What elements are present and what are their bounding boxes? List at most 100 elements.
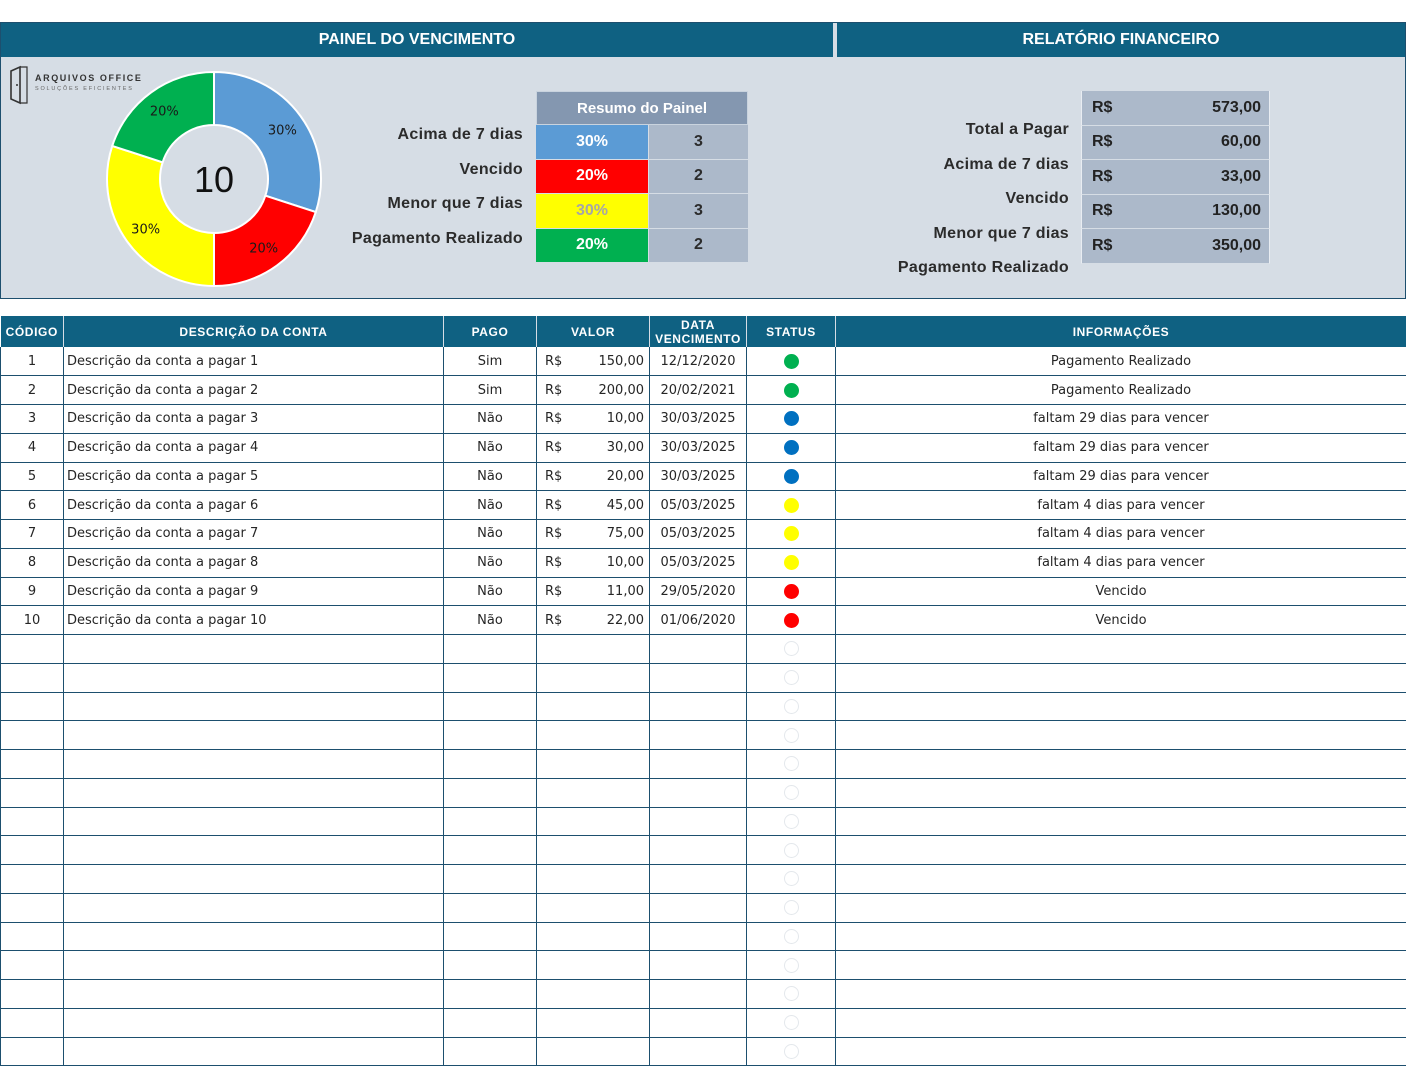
empty-table-row[interactable] (0, 893, 1406, 923)
cell-info[interactable]: Pagamento Realizado (835, 347, 1406, 377)
cell-info[interactable] (835, 720, 1406, 750)
cell-valor[interactable] (536, 1037, 650, 1067)
donut-slice-3[interactable] (110, 70, 215, 164)
empty-table-row[interactable] (0, 692, 1406, 722)
cell-status[interactable] (746, 720, 836, 750)
cell-status[interactable] (746, 577, 836, 607)
empty-table-row[interactable] (0, 979, 1406, 1009)
cell-valor[interactable] (536, 663, 650, 693)
cell-status[interactable] (746, 548, 836, 578)
cell-due-date[interactable] (649, 778, 747, 808)
cell-due-date[interactable] (649, 835, 747, 865)
cell-valor[interactable]: R$ 10,00 (536, 404, 650, 434)
empty-table-row[interactable] (0, 634, 1406, 664)
cell-code[interactable] (0, 692, 64, 722)
cell-code[interactable]: 4 (0, 433, 64, 463)
cell-due-date[interactable]: 05/03/2025 (649, 548, 747, 578)
cell-due-date[interactable]: 30/03/2025 (649, 462, 747, 492)
cell-code[interactable] (0, 1037, 64, 1067)
cell-description[interactable] (63, 1008, 444, 1038)
cell-due-date[interactable] (649, 979, 747, 1009)
cell-valor[interactable]: R$ 10,00 (536, 548, 650, 578)
cell-due-date[interactable]: 29/05/2020 (649, 577, 747, 607)
cell-code[interactable]: 1 (0, 347, 64, 377)
cell-pago[interactable] (443, 663, 537, 693)
cell-valor[interactable]: R$ 45,00 (536, 490, 650, 520)
col-header-description[interactable]: DESCRIÇÃO DA CONTA (63, 316, 444, 347)
cell-status[interactable] (746, 519, 836, 549)
cell-status[interactable] (746, 893, 836, 923)
cell-pago[interactable] (443, 1037, 537, 1067)
cell-pago[interactable] (443, 692, 537, 722)
cell-description[interactable] (63, 864, 444, 894)
cell-info[interactable] (835, 950, 1406, 980)
cell-status[interactable] (746, 979, 836, 1009)
cell-info[interactable] (835, 864, 1406, 894)
cell-status[interactable] (746, 1008, 836, 1038)
cell-status[interactable] (746, 375, 836, 405)
cell-description[interactable]: Descrição da conta a pagar 8 (63, 548, 444, 578)
cell-due-date[interactable] (649, 1008, 747, 1038)
empty-table-row[interactable] (0, 1037, 1406, 1067)
table-row[interactable]: 7 Descrição da conta a pagar 7 Não R$ 75,00 0… (0, 519, 1406, 549)
cell-description[interactable] (63, 634, 444, 664)
cell-valor[interactable] (536, 778, 650, 808)
cell-description[interactable]: Descrição da conta a pagar 4 (63, 433, 444, 463)
cell-pago[interactable]: Não (443, 433, 537, 463)
table-row[interactable]: 3 Descrição da conta a pagar 3 Não R$ 10,00 3… (0, 404, 1406, 434)
table-row[interactable]: 9 Descrição da conta a pagar 9 Não R$ 11,00 2… (0, 577, 1406, 607)
cell-description[interactable] (63, 663, 444, 693)
cell-info[interactable] (835, 922, 1406, 952)
donut-slice-2[interactable] (106, 144, 215, 288)
cell-pago[interactable] (443, 720, 537, 750)
cell-pago[interactable] (443, 749, 537, 779)
cell-pago[interactable] (443, 634, 537, 664)
col-header-code[interactable]: CÓDIGO (0, 316, 64, 347)
cell-info[interactable]: faltam 29 dias para vencer (835, 433, 1406, 463)
cell-due-date[interactable]: 20/02/2021 (649, 375, 747, 405)
cell-info[interactable] (835, 807, 1406, 837)
empty-table-row[interactable] (0, 922, 1406, 952)
cell-status[interactable] (746, 1037, 836, 1067)
cell-code[interactable]: 5 (0, 462, 64, 492)
cell-status[interactable] (746, 404, 836, 434)
cell-pago[interactable] (443, 807, 537, 837)
cell-description[interactable] (63, 692, 444, 722)
cell-description[interactable] (63, 950, 444, 980)
cell-status[interactable] (746, 433, 836, 463)
cell-valor[interactable] (536, 922, 650, 952)
cell-pago[interactable]: Não (443, 490, 537, 520)
cell-description[interactable]: Descrição da conta a pagar 9 (63, 577, 444, 607)
table-row[interactable]: 8 Descrição da conta a pagar 8 Não R$ 10,00 0… (0, 548, 1406, 578)
cell-due-date[interactable] (649, 720, 747, 750)
cell-status[interactable] (746, 778, 836, 808)
empty-table-row[interactable] (0, 749, 1406, 779)
cell-due-date[interactable]: 05/03/2025 (649, 490, 747, 520)
cell-due-date[interactable] (649, 893, 747, 923)
donut-slice-0[interactable] (213, 70, 322, 214)
table-row[interactable]: 6 Descrição da conta a pagar 6 Não R$ 45,00 0… (0, 490, 1406, 520)
cell-description[interactable] (63, 1037, 444, 1067)
cell-valor[interactable]: R$ 11,00 (536, 577, 650, 607)
cell-status[interactable] (746, 835, 836, 865)
cell-description[interactable]: Descrição da conta a pagar 3 (63, 404, 444, 434)
empty-table-row[interactable] (0, 864, 1406, 894)
cell-valor[interactable]: R$ 75,00 (536, 519, 650, 549)
cell-due-date[interactable] (649, 922, 747, 952)
table-row[interactable]: 5 Descrição da conta a pagar 5 Não R$ 20,00 3… (0, 462, 1406, 492)
cell-info[interactable] (835, 893, 1406, 923)
cell-code[interactable]: 6 (0, 490, 64, 520)
cell-pago[interactable]: Não (443, 548, 537, 578)
cell-due-date[interactable]: 05/03/2025 (649, 519, 747, 549)
cell-description[interactable] (63, 922, 444, 952)
cell-valor[interactable] (536, 950, 650, 980)
cell-status[interactable] (746, 692, 836, 722)
cell-info[interactable]: faltam 4 dias para vencer (835, 490, 1406, 520)
cell-code[interactable]: 10 (0, 605, 64, 635)
cell-info[interactable]: Pagamento Realizado (835, 375, 1406, 405)
cell-info[interactable]: faltam 4 dias para vencer (835, 519, 1406, 549)
cell-description[interactable]: Descrição da conta a pagar 2 (63, 375, 444, 405)
cell-valor[interactable] (536, 893, 650, 923)
cell-info[interactable]: faltam 4 dias para vencer (835, 548, 1406, 578)
cell-code[interactable]: 3 (0, 404, 64, 434)
